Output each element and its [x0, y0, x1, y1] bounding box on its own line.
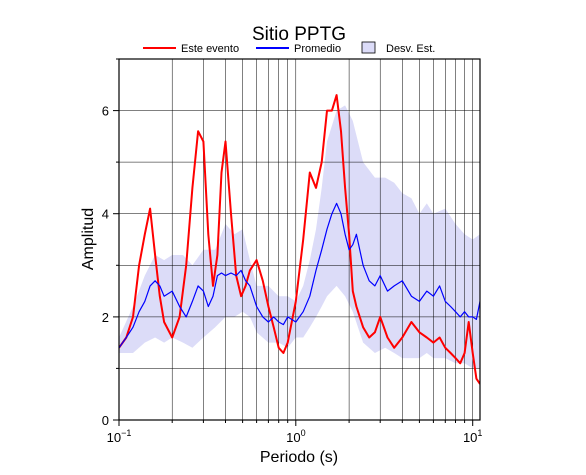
legend: Este evento Promedio Desv. Est. — [143, 41, 435, 55]
series-layer — [119, 94, 480, 385]
y-tick-label: 6 — [102, 104, 109, 119]
std-band-layer — [119, 105, 480, 369]
legend-item: Desv. Est. — [361, 41, 435, 55]
y-axis-label: Amplitud — [80, 208, 97, 270]
y-tick-label: 2 — [102, 310, 109, 325]
y-tick-label: 0 — [102, 413, 109, 428]
x-tick-label: 10−1 — [107, 428, 132, 445]
x-tick-label: 101 — [463, 428, 482, 445]
legend-label: Desv. Est. — [386, 43, 435, 55]
legend-label: Este evento — [181, 43, 239, 55]
x-axis-label: Periodo (s) — [260, 449, 338, 466]
plot-frame — [118, 58, 481, 421]
std-band — [119, 105, 480, 369]
legend-item: Este evento — [143, 43, 239, 55]
x-tick-label: 100 — [286, 428, 305, 445]
legend-item: Promedio — [256, 43, 341, 55]
y-tick-label: 4 — [102, 207, 109, 222]
series-line-mean — [119, 202, 480, 349]
legend-label: Promedio — [294, 43, 341, 55]
legend-swatch — [361, 41, 376, 54]
tick-layer: 0 2 4 6 10−1 100 101 — [102, 58, 482, 445]
series-line-event — [119, 94, 480, 385]
chart-title: Sitio PPTG — [252, 24, 346, 45]
